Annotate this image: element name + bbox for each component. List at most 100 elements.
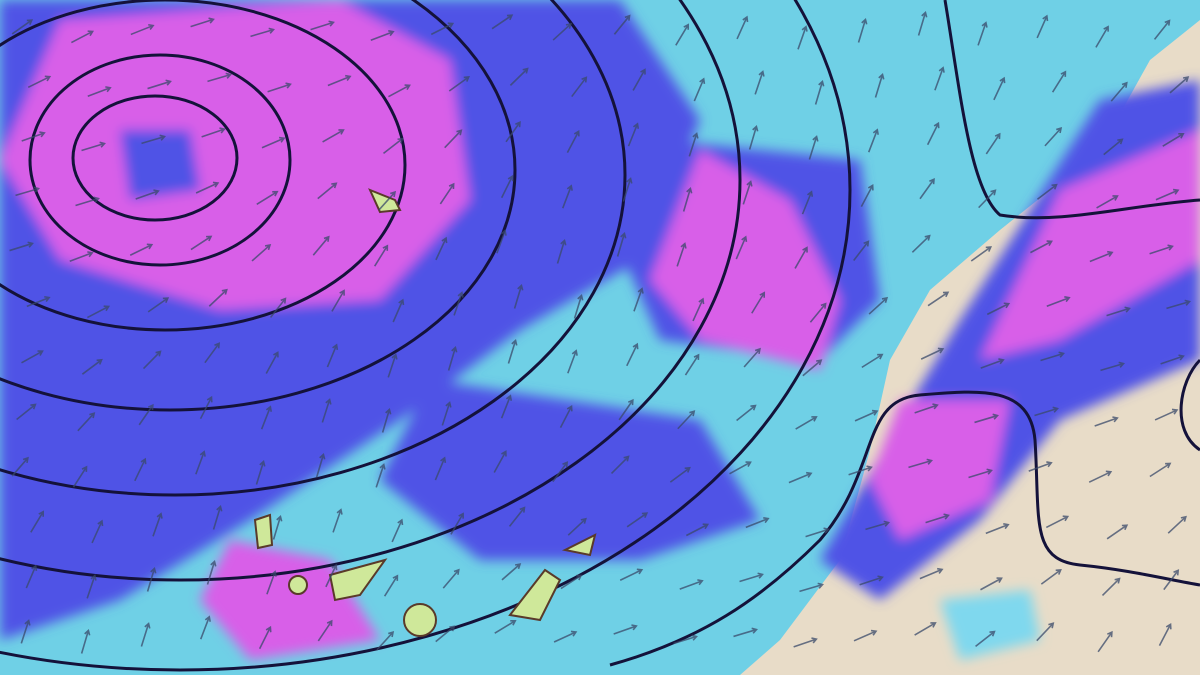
wind-arrow bbox=[1046, 296, 1071, 308]
wind-arrow bbox=[908, 458, 933, 469]
wind-arrow bbox=[1036, 14, 1049, 39]
wind-arrow bbox=[9, 241, 34, 252]
island bbox=[508, 568, 562, 622]
wind-arrow bbox=[1103, 138, 1124, 156]
wind-arrow bbox=[1034, 406, 1059, 417]
wind-arrow bbox=[1167, 515, 1187, 534]
wind-arrow bbox=[977, 21, 988, 46]
wind-arrow bbox=[934, 66, 945, 91]
wind-arrow bbox=[130, 23, 155, 36]
precip-magenta bbox=[870, 400, 1010, 540]
wind-arrow bbox=[622, 177, 633, 202]
wind-arrow bbox=[1088, 470, 1113, 483]
wind-arrow bbox=[808, 135, 819, 160]
wind-arrow bbox=[693, 77, 706, 102]
wind-arrow bbox=[613, 14, 631, 35]
island bbox=[561, 533, 597, 557]
wind-arrow bbox=[1101, 577, 1121, 597]
isobar bbox=[0, 0, 517, 412]
wind-arrow bbox=[388, 84, 411, 98]
wind-arrow bbox=[980, 358, 1005, 369]
precip-cyan bbox=[940, 590, 1040, 660]
wind-arrow bbox=[91, 519, 104, 544]
wind-arrow bbox=[735, 235, 748, 260]
wind-arrow bbox=[1149, 244, 1174, 255]
wind-arrow bbox=[509, 67, 529, 86]
wind-arrow bbox=[917, 11, 928, 36]
wind-arrow bbox=[199, 615, 211, 640]
wind-arrow bbox=[322, 129, 345, 143]
wind-arrow bbox=[985, 523, 1010, 535]
wind-arrow bbox=[190, 235, 213, 251]
wind-arrow bbox=[258, 625, 272, 650]
wind-arrow bbox=[317, 619, 333, 642]
wind-arrow bbox=[392, 298, 405, 323]
wind-arrow bbox=[927, 291, 950, 307]
wind-arrow bbox=[434, 456, 447, 481]
wind-arrow bbox=[848, 465, 873, 476]
wind-arrow bbox=[742, 180, 753, 205]
island bbox=[288, 575, 308, 595]
wind-arrow bbox=[195, 450, 206, 475]
wind-arrow bbox=[255, 460, 266, 485]
wind-arrow bbox=[1036, 622, 1055, 642]
wind-arrow bbox=[675, 23, 689, 46]
wind-arrow bbox=[1036, 183, 1058, 200]
wind-arrow bbox=[75, 196, 100, 207]
wind-arrow bbox=[513, 284, 524, 309]
wind-arrow bbox=[1044, 126, 1063, 147]
island bbox=[403, 603, 437, 637]
wind-arrow bbox=[861, 353, 884, 369]
wind-arrow bbox=[794, 246, 808, 269]
wind-arrow bbox=[508, 506, 526, 527]
isobar bbox=[609, 390, 1200, 667]
wind-arrow bbox=[450, 512, 464, 535]
wind-arrow bbox=[387, 353, 398, 378]
wind-arrow bbox=[87, 86, 112, 97]
wind-arrow bbox=[507, 339, 518, 364]
isobar bbox=[28, 53, 292, 267]
wind-arrow bbox=[926, 121, 940, 146]
wind-arrow bbox=[146, 567, 157, 592]
wind-arrow bbox=[206, 560, 217, 585]
wind-arrow bbox=[383, 574, 399, 597]
wind-arrow bbox=[1045, 515, 1070, 529]
wind-arrow bbox=[688, 132, 699, 157]
wind-arrow bbox=[1169, 76, 1190, 94]
wind-arrow bbox=[801, 190, 814, 215]
isobar bbox=[71, 94, 239, 222]
wind-arrow bbox=[1106, 306, 1131, 317]
wind-arrow bbox=[626, 342, 639, 367]
wind-arrow bbox=[748, 124, 759, 150]
wind-arrow bbox=[571, 76, 588, 98]
wind-arrow bbox=[739, 572, 764, 583]
wind-arrow bbox=[925, 513, 950, 524]
wind-arrow bbox=[30, 510, 44, 533]
wind-arrow bbox=[72, 465, 88, 488]
wind-arrow bbox=[633, 287, 644, 312]
wind-arrow bbox=[566, 130, 580, 153]
wind-arrow bbox=[27, 75, 52, 89]
wind-arrow bbox=[207, 72, 233, 83]
wind-arrow bbox=[331, 289, 345, 312]
wind-arrow bbox=[729, 461, 752, 475]
wind-arrow bbox=[1094, 416, 1119, 427]
wind-arrow bbox=[20, 619, 31, 644]
wind-arrow bbox=[553, 630, 578, 643]
wind-arrow bbox=[147, 297, 170, 313]
wind-arrow bbox=[310, 20, 335, 31]
wind-arrow bbox=[733, 627, 758, 638]
wind-arrow bbox=[250, 27, 276, 38]
wind-arrow bbox=[261, 136, 286, 149]
wind-arrow bbox=[974, 413, 999, 424]
wind-arrow bbox=[788, 471, 813, 484]
wind-arrow bbox=[1100, 361, 1125, 372]
precip-blue bbox=[380, 380, 760, 560]
isobar bbox=[1179, 358, 1200, 452]
precip-magenta bbox=[200, 540, 380, 660]
precipitation bbox=[0, 0, 1200, 660]
wind-arrow bbox=[21, 131, 46, 142]
wind-arrow bbox=[190, 17, 215, 28]
wind-arrow bbox=[135, 189, 160, 200]
